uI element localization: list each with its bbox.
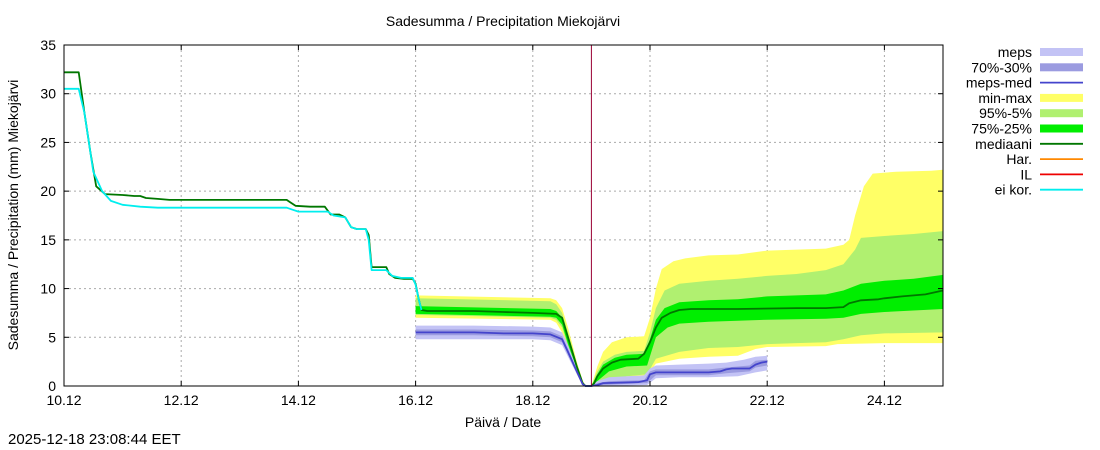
x-tick-label: 20.12 [632, 392, 667, 408]
series-ei-kor- [64, 87, 423, 311]
x-tick-label: 10.12 [46, 392, 81, 408]
legend-label: meps [998, 44, 1032, 60]
y-tick-label: 5 [48, 329, 56, 345]
legend-swatch-meps [1040, 48, 1083, 56]
legend-label: mediaani [975, 136, 1032, 152]
y-axis-ticks: 0 5 10 15 20 25 30 35 [40, 37, 943, 394]
legend-label: 95%-5% [979, 105, 1032, 121]
legend-swatch-70-30- [1040, 63, 1083, 72]
x-tick-label: 16.12 [398, 392, 433, 408]
x-axis-ticks: 10.12 12.12 14.12 16.12 18.12 20.12 22.12 24.12 [46, 45, 902, 408]
legend-swatch-min-max [1040, 93, 1083, 102]
series-meps-med [415, 331, 768, 387]
x-axis-label: Päivä / Date [465, 414, 541, 430]
y-tick-label: 10 [40, 281, 56, 297]
legend-label: min-max [978, 90, 1032, 106]
y-tick-label: 15 [40, 232, 56, 248]
x-tick-label: 14.12 [281, 392, 316, 408]
timestamp: 2025-12-18 23:08:44 EET [8, 431, 181, 448]
legend-swatch-95-5- [1040, 109, 1083, 118]
legend-label: meps-med [966, 75, 1032, 91]
legend-label: 70%-30% [971, 59, 1032, 75]
plot-frame [63, 44, 944, 387]
legend-label: IL [1020, 166, 1032, 182]
x-tick-label: 18.12 [515, 392, 550, 408]
y-tick-label: 35 [40, 37, 56, 53]
y-tick-label: 30 [40, 86, 56, 102]
series-lines [64, 71, 944, 387]
y-tick-label: 0 [48, 378, 56, 394]
legend-label: Har. [1006, 151, 1032, 167]
x-tick-label: 12.12 [164, 392, 199, 408]
x-tick-label: 24.12 [867, 392, 902, 408]
legend-label: ei kor. [995, 182, 1032, 198]
grid [64, 45, 943, 386]
chart-title: Sadesumma / Precipitation Miekojärvi [386, 13, 620, 29]
y-tick-label: 20 [40, 183, 56, 199]
x-tick-label: 22.12 [750, 392, 785, 408]
legend-swatch-75-25- [1040, 124, 1083, 133]
legend: meps70%-30%meps-medmin-max95%-5%75%-25%m… [966, 44, 1083, 198]
y-tick-label: 25 [40, 134, 56, 150]
legend-label: 75%-25% [971, 121, 1032, 137]
y-axis-label: Sadesumma / Precipitation (mm) Miekojärv… [5, 80, 21, 351]
band-75-25- [415, 274, 944, 386]
series-mediaani [64, 71, 944, 387]
